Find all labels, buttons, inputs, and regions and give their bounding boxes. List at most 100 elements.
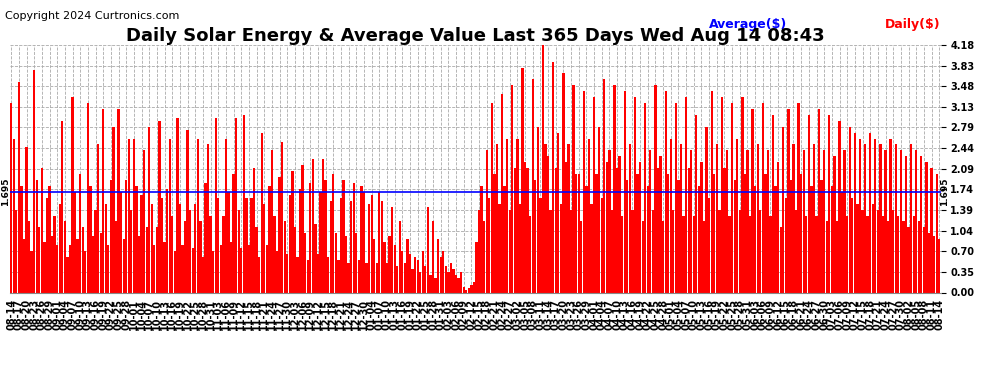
Bar <box>729 216 731 292</box>
Bar <box>621 216 624 292</box>
Bar <box>66 257 68 292</box>
Bar <box>662 222 664 292</box>
Bar <box>540 198 542 292</box>
Bar <box>646 186 648 292</box>
Bar <box>278 177 281 292</box>
Bar <box>739 210 741 292</box>
Bar <box>74 192 76 292</box>
Bar <box>36 180 38 292</box>
Bar <box>228 192 230 292</box>
Bar <box>918 222 920 292</box>
Bar <box>823 150 826 292</box>
Bar <box>317 254 319 292</box>
Bar <box>76 239 79 292</box>
Bar <box>743 174 746 292</box>
Bar <box>46 198 49 292</box>
Bar <box>606 162 608 292</box>
Bar <box>498 204 501 292</box>
Bar <box>197 138 199 292</box>
Bar <box>748 216 751 292</box>
Bar <box>357 260 360 292</box>
Bar <box>291 171 294 292</box>
Bar <box>485 150 488 292</box>
Bar <box>81 227 84 292</box>
Bar <box>445 266 446 292</box>
Bar <box>851 198 853 292</box>
Bar <box>360 186 362 292</box>
Bar <box>467 288 470 292</box>
Bar <box>900 150 902 292</box>
Bar <box>87 103 89 292</box>
Bar <box>268 186 270 292</box>
Bar <box>181 245 183 292</box>
Bar <box>761 103 764 292</box>
Bar <box>656 168 659 292</box>
Bar <box>56 245 58 292</box>
Bar <box>798 103 800 292</box>
Bar <box>608 150 611 292</box>
Bar <box>516 138 519 292</box>
Bar <box>246 198 248 292</box>
Bar <box>340 198 343 292</box>
Text: Copyright 2024 Curtronics.com: Copyright 2024 Curtronics.com <box>5 11 179 21</box>
Bar <box>255 227 257 292</box>
Bar <box>779 227 782 292</box>
Bar <box>20 186 23 292</box>
Bar <box>430 275 432 292</box>
Bar <box>307 260 309 292</box>
Bar <box>858 138 861 292</box>
Bar <box>194 204 196 292</box>
Bar <box>393 245 396 292</box>
Bar <box>726 150 729 292</box>
Bar <box>345 236 347 292</box>
Bar <box>751 109 753 292</box>
Bar <box>120 192 122 292</box>
Bar <box>28 222 31 292</box>
Bar <box>289 195 291 292</box>
Bar <box>281 141 283 292</box>
Bar <box>158 121 160 292</box>
Bar <box>115 222 117 292</box>
Bar <box>687 168 690 292</box>
Bar <box>79 174 81 292</box>
Bar <box>869 133 871 292</box>
Bar <box>462 286 465 292</box>
Bar <box>923 227 925 292</box>
Bar <box>519 204 521 292</box>
Bar <box>399 222 401 292</box>
Bar <box>136 186 138 292</box>
Bar <box>572 85 575 292</box>
Bar <box>774 186 777 292</box>
Bar <box>314 224 317 292</box>
Bar <box>826 222 828 292</box>
Bar <box>220 245 222 292</box>
Bar <box>286 254 288 292</box>
Bar <box>611 210 613 292</box>
Text: Daily($): Daily($) <box>885 18 940 32</box>
Bar <box>915 150 918 292</box>
Bar <box>920 156 923 292</box>
Bar <box>552 62 554 292</box>
Bar <box>325 180 327 292</box>
Bar <box>312 159 314 292</box>
Bar <box>355 233 357 292</box>
Bar <box>105 204 107 292</box>
Bar <box>381 201 383 292</box>
Bar <box>414 257 416 292</box>
Bar <box>549 210 551 292</box>
Bar <box>721 97 723 292</box>
Bar <box>186 130 189 292</box>
Bar <box>302 165 304 292</box>
Bar <box>546 156 549 292</box>
Bar <box>163 242 165 292</box>
Bar <box>818 109 820 292</box>
Bar <box>424 266 427 292</box>
Bar <box>664 91 667 292</box>
Bar <box>107 245 110 292</box>
Bar <box>388 236 391 292</box>
Bar <box>141 195 143 292</box>
Bar <box>243 115 245 292</box>
Bar <box>682 216 685 292</box>
Bar <box>792 144 795 292</box>
Bar <box>583 91 585 292</box>
